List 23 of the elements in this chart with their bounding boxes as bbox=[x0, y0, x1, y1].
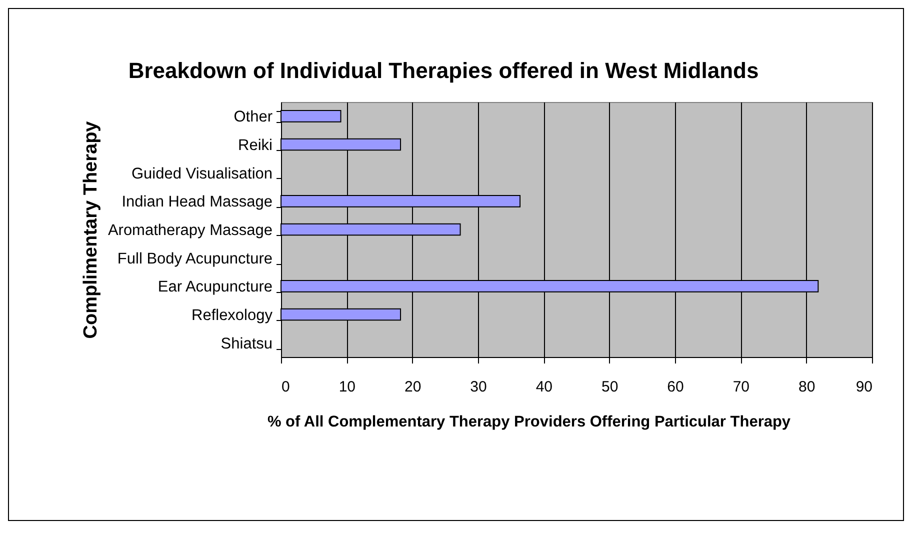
x-tick-label: 50 bbox=[601, 378, 618, 396]
x-tick-label: 0 bbox=[282, 378, 290, 396]
x-tick-label: 80 bbox=[798, 378, 816, 396]
chart-title: Breakdown of Individual Therapies offered in West Midlands bbox=[128, 58, 759, 83]
y-tick-label: Guided Visualisation bbox=[131, 165, 272, 182]
x-tick-label: 60 bbox=[667, 378, 684, 396]
y-tick-label: Indian Head Massage bbox=[122, 194, 272, 211]
y-tick-label: Full Body Acupuncture bbox=[117, 250, 272, 268]
x-axis-title: % of All Complementary Therapy Providers Offering Particular Therapy bbox=[267, 414, 791, 430]
x-tick-label: 10 bbox=[338, 378, 356, 396]
x-tick-label: 20 bbox=[404, 378, 422, 396]
bar bbox=[280, 110, 342, 122]
y-tick-label: Other bbox=[234, 108, 272, 126]
y-tick-label: Reiki bbox=[238, 137, 272, 154]
x-tick-label: 70 bbox=[732, 378, 750, 396]
y-axis-title: Complimentary Therapy bbox=[80, 120, 102, 339]
x-tick-label: 90 bbox=[856, 378, 872, 396]
y-tick-label: Aromatherapy Massage bbox=[108, 222, 272, 239]
y-tick-label: Shiatsu bbox=[220, 335, 272, 352]
y-tick-label: Ear Acupuncture bbox=[158, 278, 272, 296]
y-tick-label: Reflexology bbox=[192, 307, 273, 324]
x-tick-label: 40 bbox=[536, 378, 553, 396]
x-tick-label: 30 bbox=[470, 378, 487, 396]
